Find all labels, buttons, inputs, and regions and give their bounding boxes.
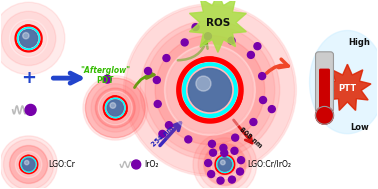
Circle shape (153, 77, 160, 84)
Circle shape (25, 105, 36, 115)
Circle shape (167, 47, 253, 133)
Circle shape (185, 136, 192, 143)
Circle shape (19, 155, 38, 174)
FancyBboxPatch shape (316, 52, 333, 112)
Circle shape (228, 37, 235, 44)
Circle shape (209, 149, 217, 156)
Circle shape (204, 33, 211, 40)
Circle shape (221, 149, 228, 156)
Circle shape (164, 45, 255, 135)
Circle shape (22, 158, 35, 171)
Text: PDT: PDT (96, 76, 114, 85)
Circle shape (268, 106, 275, 113)
Text: +: + (21, 69, 36, 87)
Circle shape (132, 160, 141, 169)
Circle shape (196, 76, 211, 91)
Circle shape (9, 145, 48, 184)
Circle shape (95, 88, 135, 128)
Circle shape (254, 43, 261, 50)
Circle shape (110, 103, 116, 108)
Circle shape (218, 158, 232, 171)
Circle shape (107, 100, 123, 116)
Circle shape (217, 177, 224, 184)
Circle shape (10, 146, 47, 183)
Circle shape (237, 157, 245, 164)
Circle shape (181, 39, 188, 46)
Circle shape (193, 133, 257, 189)
Circle shape (140, 21, 280, 160)
Circle shape (15, 151, 42, 178)
Circle shape (107, 100, 123, 116)
Circle shape (205, 160, 212, 167)
Circle shape (23, 33, 29, 39)
Circle shape (145, 25, 275, 155)
FancyBboxPatch shape (319, 69, 330, 111)
Circle shape (2, 11, 56, 66)
Text: 808 nm: 808 nm (239, 126, 263, 149)
Circle shape (205, 144, 245, 184)
Circle shape (204, 143, 246, 186)
Circle shape (218, 158, 232, 171)
Text: High: High (349, 38, 370, 47)
Circle shape (0, 2, 65, 74)
Circle shape (25, 160, 29, 165)
Circle shape (248, 51, 254, 58)
Circle shape (220, 160, 225, 165)
Circle shape (16, 152, 41, 177)
Circle shape (154, 101, 161, 107)
Polygon shape (189, 0, 246, 52)
Text: "Afterglow": "Afterglow" (80, 66, 130, 75)
Circle shape (20, 29, 38, 47)
Circle shape (91, 84, 139, 132)
Polygon shape (310, 30, 378, 134)
Circle shape (163, 55, 170, 62)
Circle shape (125, 6, 294, 174)
Circle shape (83, 76, 148, 140)
Circle shape (198, 138, 252, 189)
Polygon shape (324, 64, 371, 110)
Circle shape (211, 151, 238, 178)
Circle shape (144, 67, 152, 74)
Circle shape (259, 73, 266, 80)
Text: ROS: ROS (206, 18, 230, 28)
Circle shape (11, 20, 47, 57)
Circle shape (188, 68, 232, 112)
Circle shape (260, 97, 266, 104)
Circle shape (208, 171, 215, 177)
Circle shape (98, 91, 132, 125)
Circle shape (166, 122, 172, 129)
Circle shape (188, 68, 232, 112)
Text: IrO₂: IrO₂ (144, 160, 159, 169)
Circle shape (231, 147, 238, 154)
Circle shape (208, 140, 215, 147)
Circle shape (228, 176, 235, 183)
Circle shape (250, 119, 257, 125)
Circle shape (211, 150, 239, 178)
Circle shape (9, 19, 48, 57)
Circle shape (232, 134, 239, 141)
Circle shape (159, 130, 166, 137)
Text: LGO:Cr/IrO₂: LGO:Cr/IrO₂ (247, 160, 291, 169)
Text: 254 nm: 254 nm (151, 125, 175, 148)
Circle shape (237, 168, 243, 175)
Text: Low: Low (350, 123, 369, 132)
Circle shape (0, 136, 57, 189)
Circle shape (3, 139, 54, 189)
Text: LGO:Cr: LGO:Cr (48, 160, 75, 169)
Circle shape (22, 158, 35, 171)
Circle shape (192, 24, 199, 31)
Circle shape (316, 106, 333, 124)
Circle shape (124, 4, 296, 176)
Circle shape (20, 29, 38, 47)
Circle shape (214, 154, 235, 175)
Text: PTT: PTT (338, 84, 356, 93)
Circle shape (155, 35, 265, 145)
Circle shape (220, 144, 227, 151)
Circle shape (103, 75, 111, 83)
Circle shape (99, 92, 132, 124)
Circle shape (85, 78, 145, 138)
